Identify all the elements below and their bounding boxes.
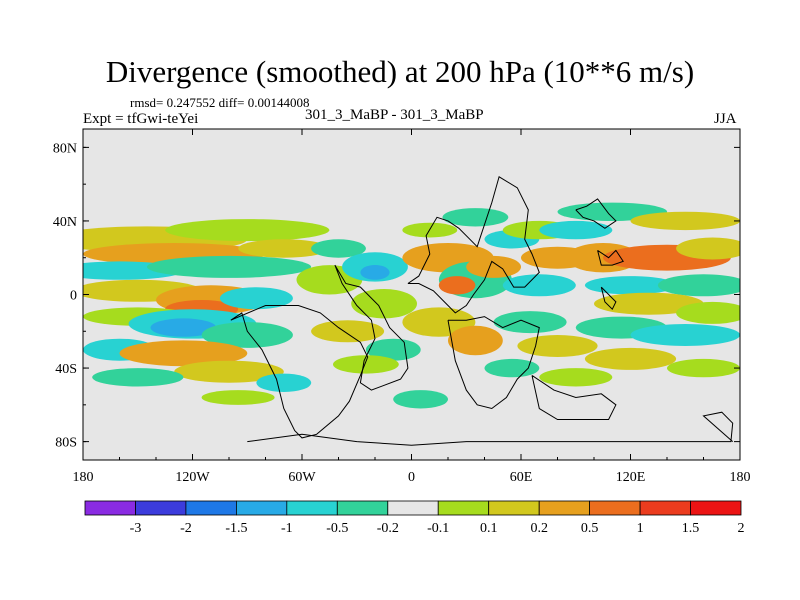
- colorbar-label-1: -2: [180, 521, 192, 536]
- colorbar-box-9: [538, 500, 591, 516]
- field-blob-28: [393, 390, 448, 409]
- field-blob-4: [146, 255, 312, 278]
- colorbar-box-0: [84, 500, 136, 516]
- field-blob-1: [165, 219, 330, 242]
- field-blob-44: [539, 368, 613, 387]
- y-tick-label-0: 80N: [53, 141, 77, 156]
- colorbar-label-9: 0.5: [581, 521, 599, 536]
- colorbar-box-12: [690, 500, 742, 516]
- colorbar-box-8: [488, 500, 540, 516]
- field-blob-12: [150, 318, 217, 337]
- field-blob-5: [238, 239, 330, 258]
- colorbar-label-7: 0.1: [480, 521, 498, 536]
- colorbar-box-5: [336, 500, 389, 516]
- field-blob-35: [442, 208, 509, 227]
- field-blob-41: [493, 311, 567, 334]
- field-blob-15: [119, 340, 248, 367]
- x-tick-label-5: 120E: [616, 470, 646, 485]
- field-blob-39: [402, 307, 476, 337]
- x-tick-label-0: 180: [73, 470, 94, 485]
- field-blob-13: [201, 322, 293, 348]
- colorbar-box-6: [387, 500, 439, 516]
- field-blob-45: [539, 220, 613, 240]
- y-tick-label-2: 0: [70, 289, 77, 304]
- season-label: JJA: [714, 111, 737, 127]
- divergence-field: [83, 202, 740, 409]
- x-tick-label-4: 60E: [510, 470, 533, 485]
- field-blob-54: [676, 301, 740, 324]
- field-blob-18: [201, 390, 275, 405]
- continent-outline-0: [230, 305, 369, 439]
- field-blob-32: [438, 276, 476, 295]
- field-blob-38: [502, 274, 576, 297]
- colorbar-label-5: -0.2: [377, 521, 399, 536]
- colorbar-label-11: 1.5: [682, 521, 700, 536]
- y-axis: 80N 40N 0 40S 80S: [53, 141, 740, 451]
- field-blob-24: [351, 289, 417, 319]
- continent-outline-7: [597, 249, 624, 266]
- field-blob-50: [584, 276, 677, 295]
- x-axis: 180 120W 60W 0 60E 120E 180: [73, 129, 751, 485]
- colorbar-box-7: [437, 500, 490, 516]
- continent-outlines: [230, 176, 734, 446]
- y-tick-label-3: 40S: [55, 362, 77, 377]
- continent-outline-3: [447, 316, 540, 410]
- x-tick-label-1: 120W: [175, 470, 210, 485]
- colorbar-label-10: 1: [637, 521, 644, 536]
- field-blob-53: [594, 292, 704, 315]
- field-blob-40: [448, 325, 503, 356]
- colorbar: -3 -2 -1.5 -1 -0.5 -0.2 -0.1 0.1 0.2 0.5 1 1.5 2: [84, 500, 745, 536]
- chart-title: Divergence (smoothed) at 200 hPa (10**6 …: [105, 54, 695, 89]
- field-blob-25: [311, 320, 385, 343]
- continent-outline-4: [531, 374, 617, 420]
- field-blob-26: [365, 338, 421, 361]
- field-blob-21: [311, 239, 366, 258]
- continent-outline-5: [247, 411, 734, 446]
- comparison-label: 301_3_MaBP - 301_3_MaBP: [305, 107, 484, 123]
- field-blob-52: [630, 211, 740, 231]
- continent-outline-1: [334, 264, 409, 391]
- x-tick-label-2: 60W: [288, 470, 316, 485]
- field-blob-19: [256, 373, 312, 392]
- field-blob-58: [667, 358, 740, 378]
- field-blob-56: [630, 324, 740, 346]
- x-tick-label-6: 180: [730, 470, 751, 485]
- colorbar-label-2: -1.5: [225, 521, 247, 536]
- field-blob-17: [92, 368, 184, 387]
- field-blob-27: [333, 355, 399, 374]
- field-blob-23: [360, 265, 390, 280]
- colorbar-label-6: -0.1: [427, 521, 449, 536]
- field-blob-49: [676, 237, 740, 260]
- field-blob-33: [466, 255, 521, 278]
- field-blob-9: [219, 287, 293, 310]
- colorbar-label-12: 2: [738, 521, 745, 536]
- continent-outline-2: [407, 176, 540, 314]
- y-tick-label-4: 80S: [55, 436, 77, 451]
- experiment-label: Expt = tfGwi-teYei: [83, 111, 199, 127]
- colorbar-box-3: [235, 500, 288, 516]
- continent-outline-6: [575, 198, 617, 229]
- colorbar-label-3: -1: [281, 521, 293, 536]
- colorbar-label-8: 0.2: [530, 521, 548, 536]
- field-blob-42: [517, 335, 598, 357]
- field-blob-57: [584, 347, 677, 370]
- y-tick-label-1: 40N: [53, 215, 77, 230]
- colorbar-box-10: [589, 500, 641, 516]
- field-blob-43: [484, 358, 540, 378]
- rmsd-diff-stats: rmsd= 0.247552 diff= 0.00144008: [130, 95, 310, 110]
- x-tick-label-3: 0: [408, 470, 415, 485]
- colorbar-box-2: [185, 500, 237, 516]
- continent-outline-8: [600, 286, 617, 311]
- colorbar-box-1: [135, 500, 187, 516]
- colorbar-label-4: -0.5: [326, 521, 348, 536]
- colorbar-box-11: [639, 500, 691, 516]
- colorbar-box-4: [286, 500, 338, 516]
- field-blob-16: [174, 360, 284, 383]
- field-blob-51: [657, 274, 740, 297]
- colorbar-label-0: -3: [130, 521, 142, 536]
